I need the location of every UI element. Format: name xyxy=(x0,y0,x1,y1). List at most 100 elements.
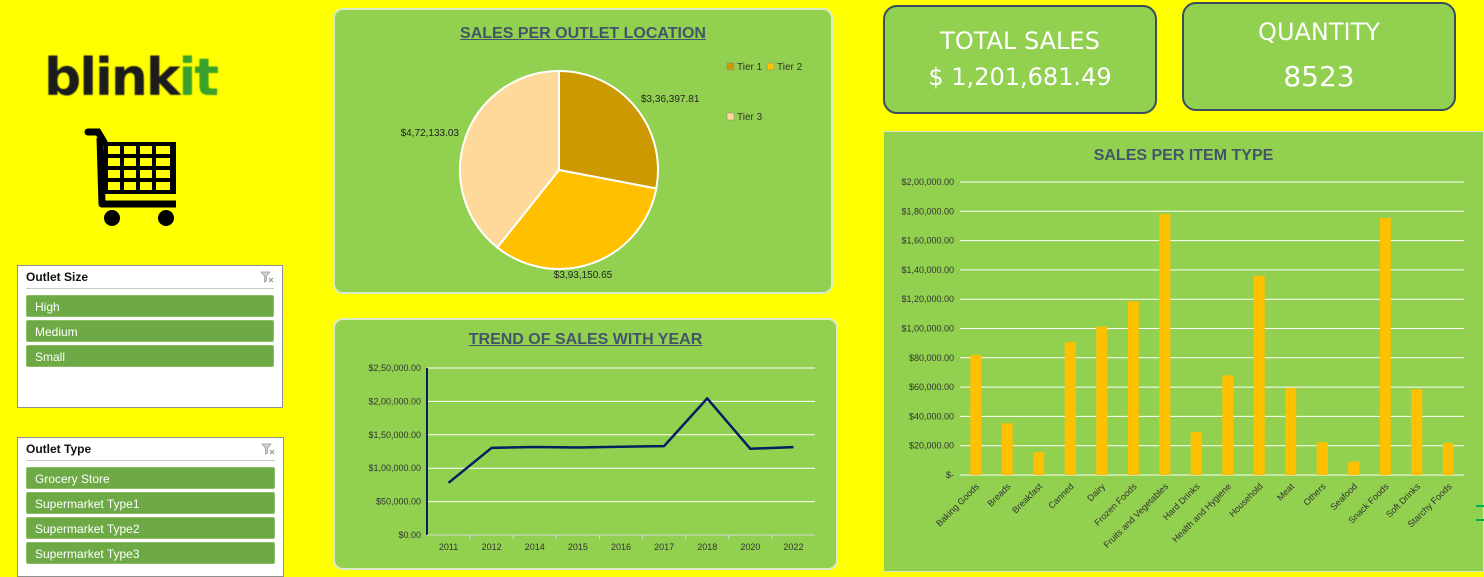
slicer-item-supermarket-type1[interactable]: Supermarket Type1 xyxy=(26,492,275,514)
slicer-item-small[interactable]: Small xyxy=(26,345,274,367)
quantity-card: QUANTITY 8523 xyxy=(1182,2,1456,111)
blinkit-logo: blinkit xyxy=(44,48,254,108)
sales-trend-line xyxy=(447,397,794,484)
x-tick-label: Meat xyxy=(1275,481,1297,503)
y-tick-label: $80,000.00 xyxy=(909,353,954,363)
x-tick-label: Baking Goods xyxy=(934,481,981,528)
x-tick-label: 2022 xyxy=(783,542,803,552)
logo-text-blink: blink xyxy=(44,48,180,108)
legend-label: Tier 1 xyxy=(737,62,763,73)
y-tick-label: $1,80,000.00 xyxy=(901,206,954,216)
line-chart-title: TREND OF SALES WITH YEAR xyxy=(468,331,703,348)
y-tick-label: $1,60,000.00 xyxy=(901,236,954,246)
y-tick-label: $2,00,000.00 xyxy=(901,177,954,187)
x-tick-label: Breads xyxy=(985,481,1013,509)
total-sales-value: $ 1,201,681.49 xyxy=(928,63,1112,91)
slicer-header: Outlet Size xyxy=(26,266,274,289)
x-tick-label: 2015 xyxy=(568,542,588,552)
pie-data-label: $4,72,133.03 xyxy=(401,128,460,139)
sales-per-outlet-location-panel: SALES PER OUTLET LOCATION $3,36,397.81 $3… xyxy=(333,8,833,294)
x-tick-label: 2012 xyxy=(482,542,502,552)
slicer-item-supermarket-type2[interactable]: Supermarket Type2 xyxy=(26,517,275,539)
pie-slice-tier-1 xyxy=(558,69,659,190)
legend-swatch xyxy=(726,62,735,71)
bar-meat xyxy=(1285,387,1297,475)
edge-decoration xyxy=(1476,505,1484,521)
slicer-item-high[interactable]: High xyxy=(26,295,274,317)
bar-health-and-hygiene xyxy=(1222,375,1234,475)
y-tick-label: $40,000.00 xyxy=(909,411,954,421)
bar-chart: $- $20,000.00 $40,000.00 $60,000.00 $80,000.… xyxy=(901,177,1464,550)
y-tick-label: $20,000.00 xyxy=(909,441,954,451)
x-tick-label: Others xyxy=(1301,481,1328,508)
bar-hard-drinks xyxy=(1190,432,1202,475)
x-tick-label: Household xyxy=(1227,481,1264,518)
y-tick-label: $1,20,000.00 xyxy=(901,294,954,304)
y-tick-label: $50,000.00 xyxy=(376,497,421,507)
y-tick-label: $1,00,000.00 xyxy=(901,324,954,334)
bar-others xyxy=(1316,442,1328,475)
x-tick-label: 2014 xyxy=(525,542,545,552)
line-chart: $0.00 $50,000.00 $1,00,000.00 $1,50,000.00 $… xyxy=(368,363,815,552)
y-tick-label: $1,50,000.00 xyxy=(368,430,421,440)
pie-data-label: $3,93,150.65 xyxy=(554,270,613,281)
x-tick-label: 2020 xyxy=(740,542,760,552)
bar-seafood xyxy=(1348,461,1360,475)
bar-soft-drinks xyxy=(1411,389,1423,475)
quantity-label: QUANTITY xyxy=(1258,18,1380,46)
pie-data-label: $3,36,397.81 xyxy=(641,94,700,105)
x-tick-label: 2011 xyxy=(439,542,458,552)
clear-filter-icon[interactable] xyxy=(260,270,274,284)
slicer-item-grocery-store[interactable]: Grocery Store xyxy=(26,467,275,489)
slicer-header: Outlet Type xyxy=(26,438,275,461)
x-tick-label: 2017 xyxy=(654,542,674,552)
slicer-title: Outlet Type xyxy=(26,442,92,456)
bar-canned xyxy=(1064,342,1076,475)
pie-chart-title: SALES PER OUTLET LOCATION xyxy=(460,25,706,42)
logo-text-it: it xyxy=(178,48,219,108)
y-tick-label: $60,000.00 xyxy=(909,382,954,392)
legend-swatch xyxy=(726,112,735,121)
bar-household xyxy=(1253,275,1265,475)
bar-dairy xyxy=(1096,326,1108,475)
y-tick-label: $0.00 xyxy=(398,530,421,540)
x-tick-label: Health and Hygiene xyxy=(1170,481,1233,544)
slicer-title: Outlet Size xyxy=(26,270,89,284)
pie-slice-tier-2 xyxy=(495,168,658,270)
trend-of-sales-panel: TREND OF SALES WITH YEAR $0.00 $50,000.00… xyxy=(333,318,838,570)
legend-label: Tier 2 xyxy=(777,62,803,73)
bar-fruits-and-vegetables xyxy=(1159,214,1171,475)
legend-label: Tier 3 xyxy=(737,112,763,123)
pie-chart: $3,36,397.81 $3,93,150.65 $4,72,133.03 Tier… xyxy=(401,62,803,281)
total-sales-card: TOTAL SALES $ 1,201,681.49 xyxy=(883,5,1157,114)
bar-snack-foods xyxy=(1379,217,1391,475)
slicer-item-medium[interactable]: Medium xyxy=(26,320,274,342)
y-tick-label: $1,00,000.00 xyxy=(368,463,421,473)
clear-filter-icon[interactable] xyxy=(261,442,275,456)
bar-breakfast xyxy=(1033,452,1045,475)
bar-breads xyxy=(1001,423,1013,475)
total-sales-label: TOTAL SALES xyxy=(940,27,1100,55)
outlet-type-slicer: Outlet Type Grocery Store Supermarket Ty… xyxy=(17,437,284,577)
bar-frozen-foods xyxy=(1127,301,1139,475)
x-tick-label: Canned xyxy=(1046,481,1075,510)
x-tick-label: Seafood xyxy=(1328,481,1359,512)
outlet-size-slicer: Outlet Size High Medium Small xyxy=(17,265,283,408)
quantity-value: 8523 xyxy=(1283,60,1355,93)
bar-chart-title: SALES PER ITEM TYPE xyxy=(1093,147,1274,164)
slicer-item-supermarket-type3[interactable]: Supermarket Type3 xyxy=(26,542,275,564)
y-tick-label: $1,40,000.00 xyxy=(901,265,954,275)
bar-baking-goods xyxy=(970,355,982,475)
x-tick-label: Dairy xyxy=(1085,481,1107,503)
sales-per-item-type-panel: SALES PER ITEM TYPE $- $20,000.00 $40,000.… xyxy=(883,131,1484,572)
y-tick-label: $2,00,000.00 xyxy=(368,396,421,406)
x-tick-label: 2016 xyxy=(611,542,631,552)
y-tick-label: $- xyxy=(946,470,954,480)
pie-slice-tier-3 xyxy=(459,69,560,249)
shopping-cart-icon xyxy=(84,128,176,226)
bar-starchy-foods xyxy=(1442,442,1454,475)
x-tick-label: Breakfast xyxy=(1010,481,1044,515)
y-tick-label: $2,50,000.00 xyxy=(368,363,421,373)
legend-swatch xyxy=(766,62,775,71)
x-tick-label: 2018 xyxy=(697,542,717,552)
